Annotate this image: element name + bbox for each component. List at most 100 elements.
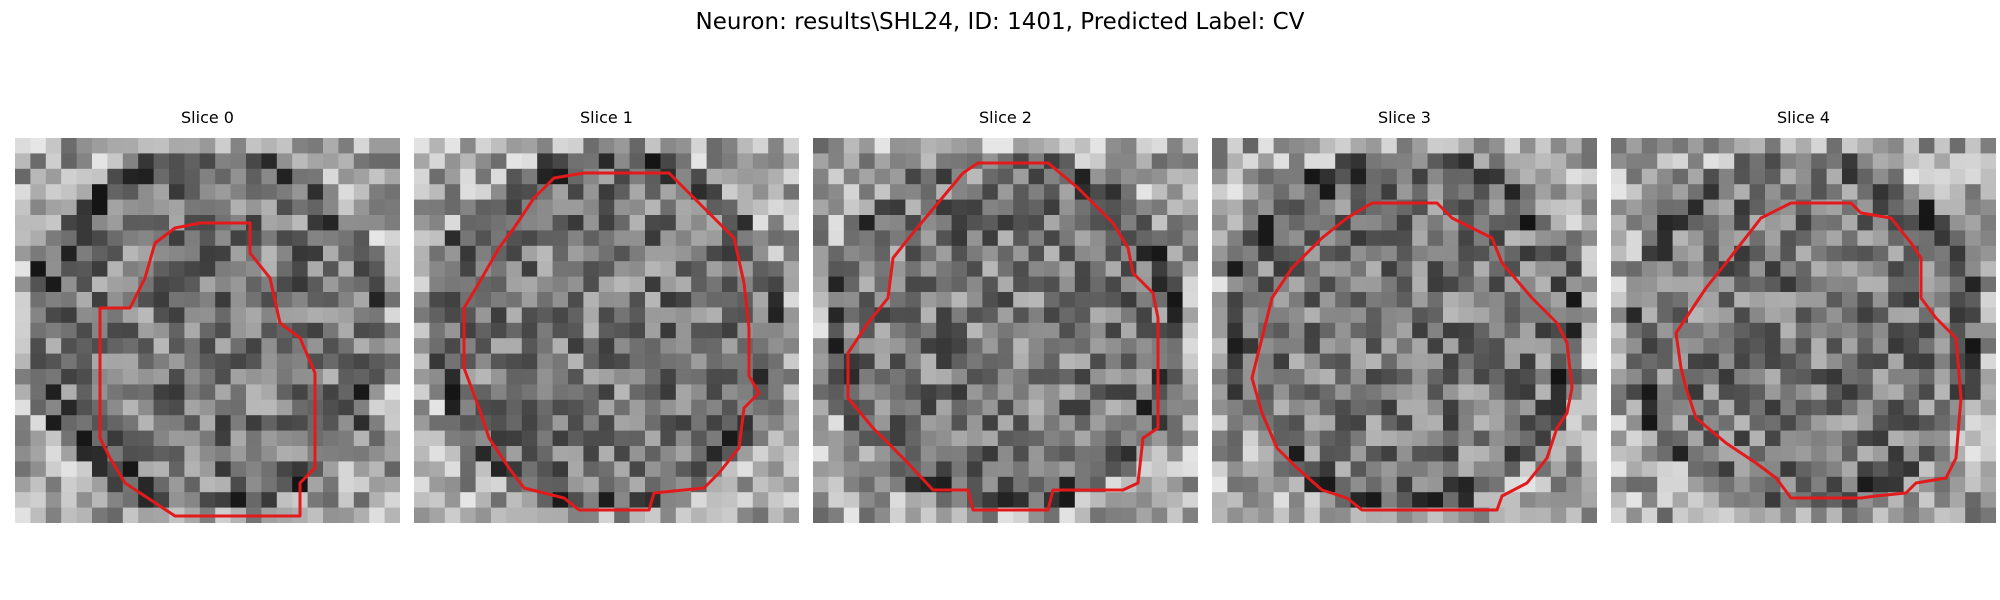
pixel	[1504, 245, 1521, 262]
pixel	[30, 168, 47, 185]
pixel	[1749, 507, 1766, 523]
pixel	[1090, 245, 1107, 262]
pixel	[1718, 338, 1735, 355]
pixel	[614, 153, 631, 170]
pixel	[1443, 461, 1459, 478]
pixel	[645, 261, 661, 278]
pixel	[1319, 138, 1336, 154]
pixel	[30, 153, 47, 170]
pixel	[722, 369, 738, 385]
pixel	[1489, 153, 1506, 170]
pixel	[552, 184, 569, 201]
pixel	[369, 399, 386, 416]
pixel	[1427, 353, 1444, 370]
pixel	[444, 430, 461, 447]
pixel	[982, 384, 999, 401]
pixel	[752, 261, 769, 278]
pixel	[1212, 276, 1228, 293]
pixel	[15, 353, 31, 370]
pixel	[568, 322, 584, 339]
pixel	[1657, 307, 1674, 324]
pixel	[1520, 369, 1536, 385]
pixel	[1396, 168, 1413, 185]
pixel	[1458, 276, 1475, 293]
pixel	[1427, 245, 1444, 262]
pixel	[45, 307, 62, 324]
pixel	[1242, 245, 1259, 262]
pixel	[15, 153, 31, 170]
pixel	[859, 399, 876, 416]
pixel	[1842, 168, 1858, 185]
pixel	[153, 138, 170, 154]
pixel	[307, 168, 324, 185]
pixel	[369, 384, 386, 401]
pixel	[1366, 415, 1382, 432]
pixel	[1074, 322, 1091, 339]
pixel	[691, 230, 708, 247]
pixel	[905, 353, 922, 370]
pixel	[1811, 276, 1828, 293]
pixel	[1718, 399, 1735, 416]
pixel	[353, 461, 370, 478]
pixel	[1319, 322, 1336, 339]
pixel	[614, 261, 631, 278]
pixel	[1718, 230, 1735, 247]
pixel	[153, 415, 170, 432]
pixel	[1504, 353, 1521, 370]
pixel	[890, 184, 906, 201]
pixel	[1212, 322, 1228, 339]
pixel	[1335, 199, 1352, 216]
pixel	[1273, 353, 1290, 370]
pixel	[843, 215, 860, 231]
pixel	[967, 446, 983, 462]
grayscale-pixels	[15, 138, 400, 523]
pixel	[1059, 199, 1076, 216]
pixel	[444, 492, 461, 509]
pixel	[890, 292, 906, 308]
pixel	[61, 461, 78, 478]
pixel	[414, 384, 430, 401]
pixel	[323, 261, 339, 278]
pixel	[1458, 199, 1475, 216]
pixel	[1965, 307, 1982, 324]
pixel	[1903, 446, 1920, 462]
pixel	[292, 184, 309, 201]
pixel	[813, 292, 829, 308]
pixel	[15, 399, 31, 416]
pixel	[813, 261, 829, 278]
pixel	[890, 322, 906, 339]
pixel	[1520, 184, 1536, 201]
pixel	[1550, 492, 1567, 509]
pixel	[537, 492, 554, 509]
pixel	[982, 215, 999, 231]
pixel	[645, 307, 661, 324]
pixel	[76, 138, 93, 154]
pixel	[645, 399, 661, 416]
pixel	[15, 230, 31, 247]
pixel	[30, 461, 47, 478]
pixel	[1396, 215, 1413, 231]
pixel	[1090, 261, 1107, 278]
pixel	[292, 461, 309, 478]
pixel	[1366, 322, 1382, 339]
pixel	[61, 507, 78, 523]
pixel	[1581, 430, 1597, 447]
pixel	[1489, 184, 1506, 201]
pixel	[1136, 307, 1153, 324]
pixel	[199, 446, 216, 462]
pixel	[1550, 476, 1567, 493]
pixel	[1842, 430, 1858, 447]
pixel	[1319, 276, 1336, 293]
pixel	[768, 476, 785, 493]
pixel	[30, 199, 47, 216]
pixel	[1427, 476, 1444, 493]
pixel	[1919, 138, 1935, 154]
pixel	[1350, 230, 1367, 247]
pixel	[1427, 276, 1444, 293]
pixel	[414, 415, 430, 432]
pixel	[1074, 245, 1091, 262]
pixel	[598, 199, 615, 216]
pixel	[1028, 307, 1045, 324]
pixel	[614, 415, 631, 432]
pixel	[1826, 138, 1843, 154]
